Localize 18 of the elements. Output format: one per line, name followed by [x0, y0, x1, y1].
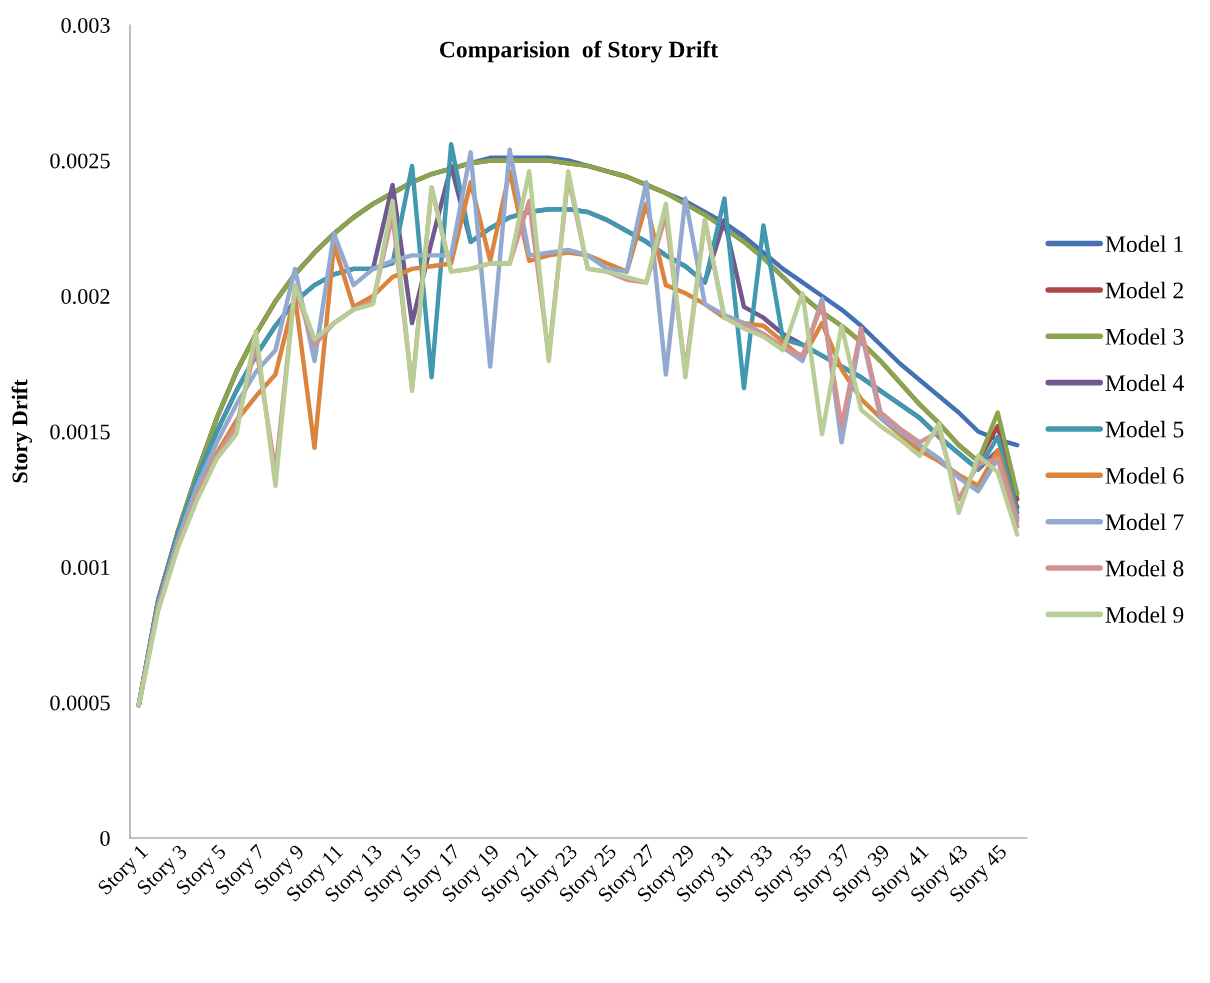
- y-axis-title: Story Drift: [11, 379, 32, 483]
- y-tick-label: 0.002: [61, 288, 110, 305]
- legend-label: Model 5: [1105, 420, 1184, 438]
- legend-label: Model 7: [1105, 513, 1184, 531]
- legend-label: Model 1: [1105, 235, 1183, 253]
- y-tick-label: 0.0015: [50, 424, 110, 440]
- y-tick-label: 0.003: [61, 17, 110, 34]
- legend-label: Model 9: [1105, 606, 1184, 623]
- legend-label: Model 8: [1105, 559, 1184, 577]
- legend-label: Model 2: [1105, 281, 1183, 299]
- y-tick-label: 0.001: [61, 559, 110, 576]
- legend-label: Model 4: [1105, 374, 1184, 392]
- y-tick-label: 0.0005: [50, 695, 110, 711]
- y-tick-label: 0.0025: [50, 153, 110, 169]
- legend-label: Model 6: [1105, 467, 1184, 484]
- text: Comparision of Story Drift: [439, 40, 719, 63]
- legend-label: Model 3: [1105, 328, 1184, 345]
- y-tick-label: 0: [100, 830, 110, 846]
